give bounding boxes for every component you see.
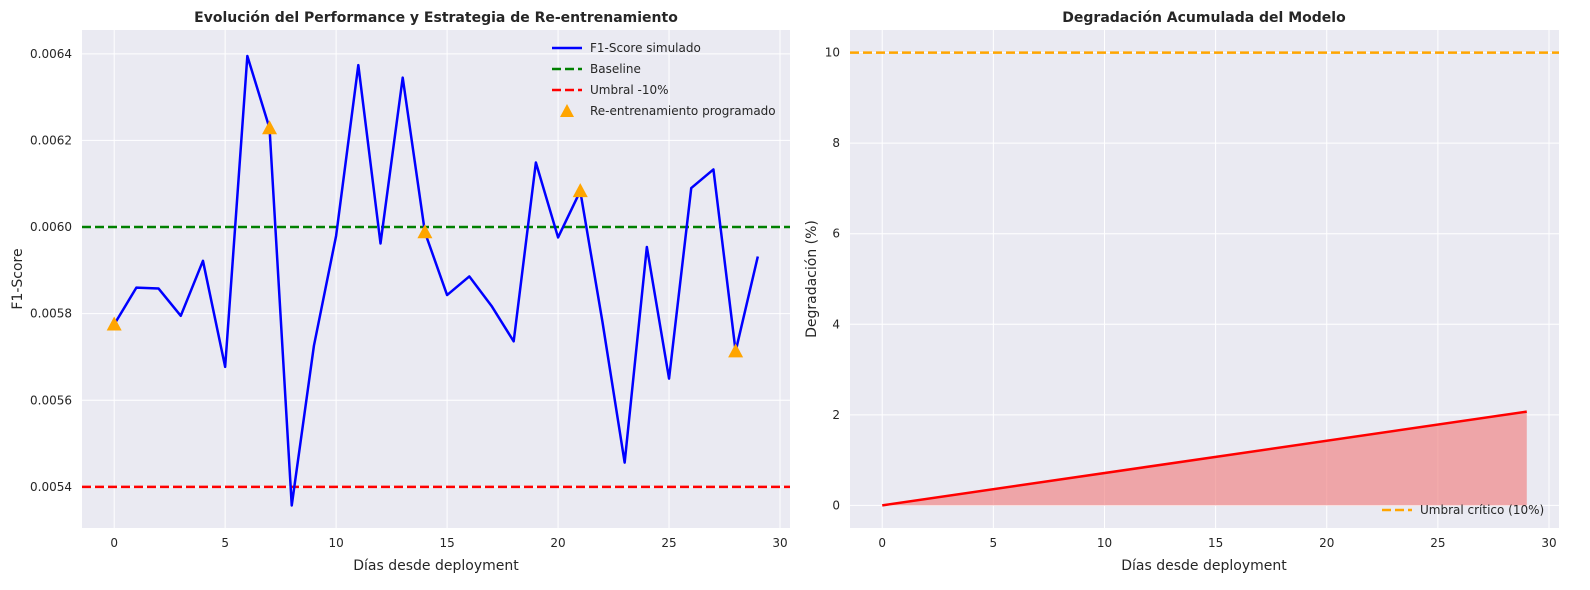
y-tick-label: 0.0054 [30,480,72,494]
degradation-line [882,410,1527,507]
y-axis-label: Degradación (%) [804,220,820,338]
y-tick-labels: 0 2 4 6 8 10 [825,46,840,513]
y-tick-label: 4 [832,317,840,331]
x-tick-label: 5 [990,536,998,550]
legend-label: Umbral -10% [590,83,669,97]
y-tick-label: 6 [832,227,840,241]
chart-title: Evolución del Performance y Estrategia d… [194,10,678,26]
y-axis-label: F1-Score [10,248,26,309]
x-tick-label: 0 [878,536,886,550]
x-tick-labels: 0 5 10 15 20 25 30 [110,536,787,550]
legend-label: Baseline [590,62,641,76]
legend-label: Umbral crítico (10%) [1420,503,1544,517]
legend: F1-Score simulado Baseline Umbral -10% R… [552,41,776,118]
x-tick-label: 20 [1319,536,1334,550]
y-tick-label: 0.0058 [30,307,72,321]
legend-label: F1-Score simulado [590,41,701,55]
x-tick-label: 10 [1097,536,1112,550]
x-tick-label: 15 [1208,536,1223,550]
reference-lines [82,225,790,489]
y-tick-label: 2 [832,408,840,422]
y-tick-label: 8 [832,136,840,150]
axes-background [82,30,790,528]
x-axis-label: Días desde deployment [1121,558,1287,574]
retraining-marker [262,120,278,135]
retraining-marker [106,316,122,331]
y-tick-label: 0.0062 [30,133,72,147]
legend-swatch-triangle [560,104,574,117]
legend: Umbral crítico (10%) [1382,503,1544,517]
series [882,410,1527,507]
x-tick-label: 10 [328,536,343,550]
x-axis-label: Días desde deployment [353,558,519,574]
x-tick-label: 0 [110,536,118,550]
chart-left: 0 5 10 15 20 25 30 0.00540.00560.00580.00600.0… [10,10,790,574]
chart-title: Degradación Acumulada del Modelo [1062,10,1346,26]
y-tick-label: 0.0064 [30,47,72,61]
chart-right: 0 5 10 15 20 25 30 0 2 4 6 8 10 Degradación Acumula… [804,10,1559,574]
x-tick-label: 25 [661,536,676,550]
x-tick-label: 20 [550,536,565,550]
markers [106,120,744,358]
x-tick-labels: 0 5 10 15 20 25 30 [878,536,1556,550]
retraining-marker [417,224,433,239]
y-tick-label: 0 [832,498,840,512]
x-tick-label: 5 [221,536,229,550]
series [113,54,760,507]
y-tick-labels: 0.0054 0.0056 0.0058 0.0060 0.0062 0.0064 [30,47,72,494]
retraining-marker [572,183,588,198]
x-tick-label: 30 [772,536,787,550]
x-tick-label: 15 [439,536,454,550]
y-tick-label: 0.0056 [30,393,72,407]
y-tick-label: 0.0060 [30,220,72,234]
x-tick-label: 30 [1541,536,1556,550]
f1-score-line [113,54,760,507]
legend-label: Re-entrenamiento programado [590,104,776,118]
retraining-marker [728,343,744,358]
y-tick-label: 10 [825,46,840,60]
x-tick-label: 25 [1430,536,1445,550]
